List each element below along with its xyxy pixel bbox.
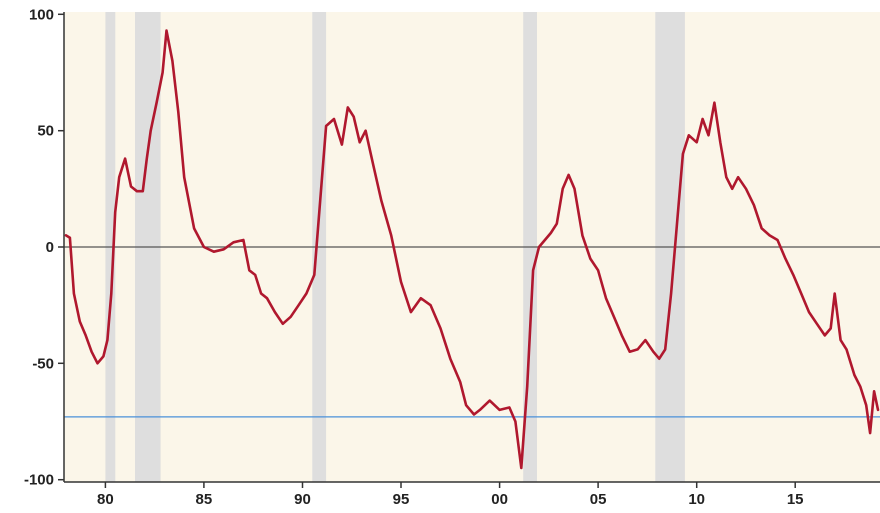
x-tick-label: 10 [688, 491, 705, 508]
x-tick-label: 90 [294, 491, 311, 508]
x-tick-label: 85 [196, 491, 213, 508]
x-tick-label: 95 [393, 491, 410, 508]
y-tick-label: 100 [29, 6, 54, 23]
series-layer [64, 29, 880, 470]
y-tick-label: 0 [46, 239, 54, 256]
y-tick-label: -100 [24, 472, 54, 489]
x-tick-label: 05 [590, 491, 607, 508]
axes: 100 50 0 -50 -100 80 85 90 95 00 05 10 15 [24, 6, 880, 508]
x-tick-label: 00 [491, 491, 508, 508]
x-tick-label: 15 [787, 491, 804, 508]
y-tick-label: 50 [37, 123, 54, 140]
y-tick-label: -50 [32, 355, 54, 372]
x-tick-label: 80 [97, 491, 114, 508]
reference-lines [64, 246, 880, 418]
series-line [64, 29, 880, 470]
